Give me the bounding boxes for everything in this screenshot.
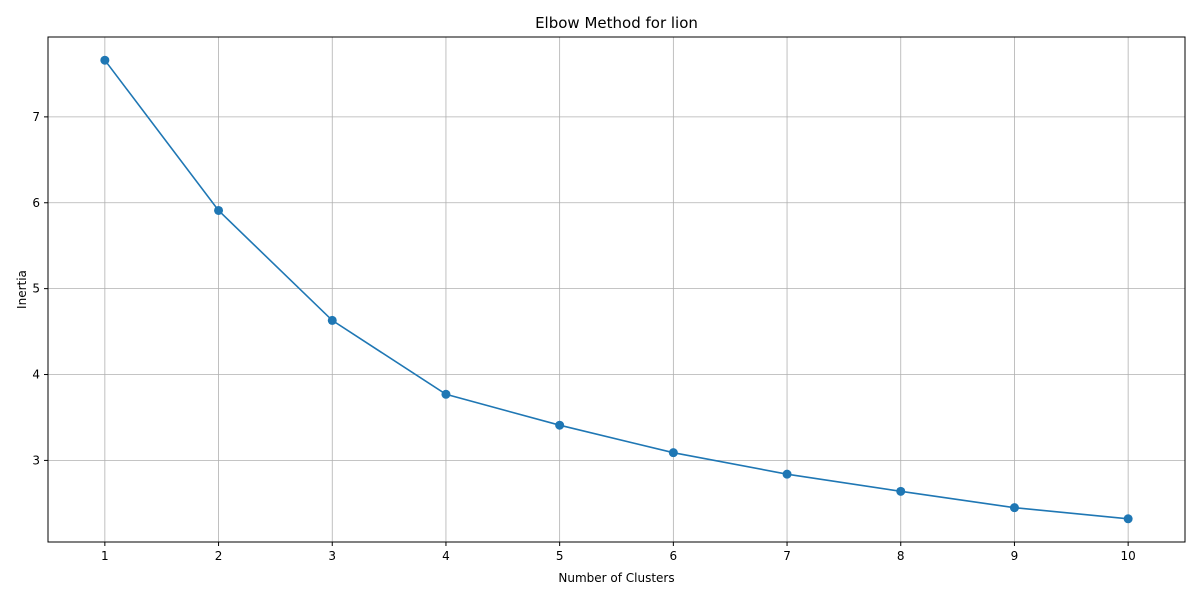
x-tick-label: 4: [442, 549, 450, 563]
data-point: [100, 55, 110, 65]
series-layer: [100, 55, 1133, 524]
x-tick-label: 2: [215, 549, 223, 563]
x-axis-label: Number of Clusters: [558, 571, 674, 585]
data-point: [327, 315, 337, 325]
plot-area-frame: [47, 36, 1186, 543]
x-tick-label: 7: [783, 549, 791, 563]
y-tick-label: 4: [32, 368, 40, 382]
x-tick-label: 9: [1011, 549, 1019, 563]
y-axis-ticks: 3 4 5 6 7: [32, 110, 48, 467]
data-point: [896, 486, 906, 496]
x-tick-label: 8: [897, 549, 905, 563]
data-point: [1009, 503, 1019, 513]
x-tick-label: 5: [556, 549, 564, 563]
data-point: [782, 469, 792, 479]
x-tick-label: 3: [328, 549, 336, 563]
chart-title: Elbow Method for lion: [535, 14, 698, 32]
y-axis-label: Inertia: [15, 270, 29, 309]
y-tick-label: 7: [32, 110, 40, 124]
data-point: [214, 205, 224, 215]
grid-lines: [48, 37, 1185, 542]
data-point: [668, 448, 678, 458]
x-tick-label: 1: [101, 549, 109, 563]
data-point: [441, 389, 451, 399]
x-tick-label: 6: [670, 549, 678, 563]
x-tick-label: 10: [1121, 549, 1136, 563]
y-tick-label: 6: [32, 196, 40, 210]
y-tick-label: 5: [32, 282, 40, 296]
x-axis-ticks: 1 2 3 4 5 6 7 8 9 10: [101, 542, 1136, 563]
series-line: [104, 59, 1129, 520]
data-point: [1123, 514, 1133, 524]
y-tick-label: 3: [32, 453, 40, 467]
data-point: [555, 420, 565, 430]
